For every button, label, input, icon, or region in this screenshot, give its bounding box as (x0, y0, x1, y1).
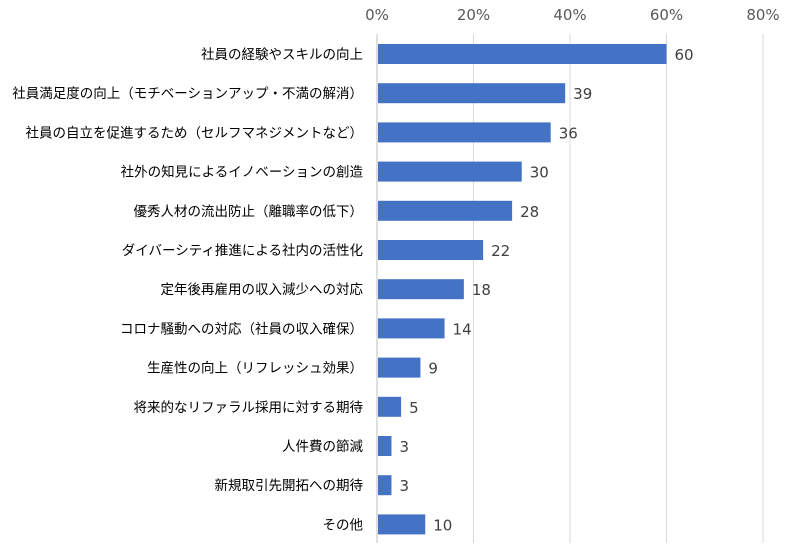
category-label: 優秀人材の流出防止（離職率の低下） (134, 203, 364, 220)
bar (378, 436, 392, 456)
data-label: 60 (675, 46, 694, 64)
x-tick-label: 0% (365, 6, 389, 24)
data-label: 14 (453, 320, 472, 338)
x-tick-label: 80% (746, 6, 779, 24)
data-label: 22 (491, 242, 510, 260)
bar (378, 83, 566, 104)
category-label: コロナ騒動への対応（社員の収入確保） (120, 321, 363, 337)
category-label: 生産性の向上（リフレッシュ効果） (147, 361, 363, 377)
x-tick-label: 60% (650, 6, 683, 24)
bar (378, 318, 445, 339)
category-label: 社員の自立を促進するため（セルフマネジメントなど） (26, 125, 364, 141)
category-label: ダイバーシティ推進による社内の活性化 (122, 243, 363, 259)
data-label: 3 (399, 438, 409, 456)
x-axis-ticks: 0% 20% 40% 60% 80% (365, 6, 780, 24)
bar (378, 200, 513, 221)
category-label: 新規取引先開拓への期待 (215, 478, 364, 494)
category-label: 社員満足度の向上（モチベーションアップ・不満の解消） (12, 86, 363, 102)
category-label: 定年後再雇用の収入減少への対応 (161, 281, 364, 298)
bar (378, 240, 484, 260)
category-label: 将来的なリファラル採用に対する期待 (134, 400, 364, 416)
category-label: 社員の経験やスキルの向上 (201, 47, 363, 63)
bar (378, 161, 522, 182)
bar (378, 279, 464, 300)
bar (378, 44, 667, 64)
gridlines (473, 34, 764, 543)
category-label: 人件費の節減 (282, 438, 363, 455)
bar (378, 514, 426, 535)
data-labels: 60 39 36 30 28 22 18 14 9 5 3 3 10 (399, 46, 693, 534)
bar (378, 396, 402, 417)
data-label: 18 (472, 281, 491, 299)
x-tick-label: 20% (457, 6, 490, 24)
bars (378, 44, 667, 535)
data-label: 30 (530, 164, 549, 182)
data-label: 9 (428, 360, 438, 378)
category-label: その他 (323, 517, 364, 533)
bar (378, 357, 421, 378)
data-label: 36 (559, 124, 578, 142)
data-label: 5 (409, 399, 419, 417)
category-label: 社外の知見によるイノベーションの創造 (121, 164, 364, 181)
x-tick-label: 40% (553, 6, 586, 24)
data-label: 39 (573, 85, 592, 103)
bar (378, 475, 392, 496)
data-label: 10 (433, 516, 452, 534)
data-label: 28 (520, 203, 539, 221)
data-label: 3 (399, 477, 409, 495)
bar (378, 122, 551, 143)
